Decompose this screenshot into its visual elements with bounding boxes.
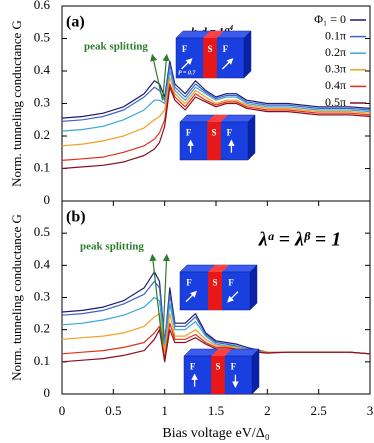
y-axis-label: Norm. tunneling conductance G xyxy=(9,214,24,381)
y-tick-label: 0.4 xyxy=(34,62,51,77)
layer-label: S xyxy=(207,44,212,54)
layer-label: F xyxy=(228,277,234,287)
annotation-arrow xyxy=(162,53,170,101)
x-tick-label: 0.5 xyxy=(105,403,121,418)
annotation-arrow xyxy=(150,53,164,101)
y-tick-label: 0.5 xyxy=(34,224,50,239)
y-tick-label: 0.3 xyxy=(34,288,50,303)
layer-label: F xyxy=(227,127,233,137)
legend-label: 0.5π xyxy=(325,95,346,109)
x-tick-label: 3 xyxy=(367,403,374,418)
legend-label: 0.2π xyxy=(325,45,346,59)
y-tick-label: 0 xyxy=(44,385,51,400)
block-side xyxy=(249,264,258,311)
y-tick-label: 0.1 xyxy=(34,159,50,174)
y-tick-label: 0.2 xyxy=(34,321,50,336)
y-tick-label: 0.2 xyxy=(34,127,50,142)
superconductor xyxy=(208,271,222,310)
superconductor xyxy=(211,355,225,394)
series-line xyxy=(61,60,371,119)
superconductor xyxy=(207,121,221,160)
y-tick-label: 0.4 xyxy=(34,256,51,271)
x-axis-label: Bias voltage eV/Δ₀ xyxy=(162,426,269,441)
block-side xyxy=(247,114,256,161)
series-line xyxy=(61,76,371,147)
series-line xyxy=(61,83,371,161)
polarization-label: P = 0.7 xyxy=(178,70,196,76)
layer-label: S xyxy=(212,277,217,287)
block-side xyxy=(243,30,252,79)
superconductor-top xyxy=(203,31,224,38)
superconductor xyxy=(203,37,217,78)
x-tick-label: 0 xyxy=(59,403,66,418)
layer-label: F xyxy=(190,361,196,371)
y-tick-label: 0 xyxy=(44,192,51,207)
layer-label: F xyxy=(231,361,237,371)
legend-label: 0.3π xyxy=(325,62,346,76)
layer-label: S xyxy=(211,127,216,137)
superconductor-top xyxy=(211,349,232,356)
magnetization-arrow xyxy=(227,291,239,303)
magnetization-arrow xyxy=(185,290,197,303)
superconductor-top xyxy=(208,265,229,272)
series-line xyxy=(61,86,371,170)
layer-label: F xyxy=(182,44,188,54)
x-tick-label: 1.5 xyxy=(208,403,224,418)
magnetization-arrow xyxy=(181,58,193,70)
parameter-label-part: 4 xyxy=(228,24,233,32)
layer-label: F xyxy=(186,277,192,287)
layer-label: S xyxy=(215,361,220,371)
y-axis-label: Norm. tunneling conductance G xyxy=(9,20,24,187)
junction-schematic: F S F P = 0.7 xyxy=(175,30,252,79)
legend-label: Φ₁ = 0 xyxy=(314,12,346,26)
magnetization-arrow xyxy=(221,58,234,70)
annotation-arrow xyxy=(162,253,171,346)
y-tick-label: 0.6 xyxy=(34,0,51,12)
panel-label: (b) xyxy=(66,209,86,226)
panel-label: (a) xyxy=(66,14,85,31)
y-tick-label: 0.3 xyxy=(34,94,50,109)
x-tick-label: 2.5 xyxy=(311,403,327,418)
series-line xyxy=(61,329,371,363)
legend-label: 0.4π xyxy=(325,78,346,92)
y-tick-label: 0.5 xyxy=(34,29,50,44)
x-tick-label: 2 xyxy=(264,403,271,418)
legend-label: 0.1π xyxy=(325,28,346,42)
layer-label: F xyxy=(186,127,192,137)
series-line xyxy=(61,70,371,132)
x-tick-label: 1 xyxy=(161,403,168,418)
block-side xyxy=(251,348,260,395)
y-tick-label: 0.1 xyxy=(34,353,50,368)
parameter-label: λᵅ = λᵝ = 1 xyxy=(258,229,341,251)
layer-label: F xyxy=(223,44,229,54)
superconductor-top xyxy=(207,115,228,122)
annotation: peak splitting xyxy=(84,41,148,53)
annotation: peak splitting xyxy=(80,241,144,253)
annotation-arrow xyxy=(149,253,164,346)
series-line xyxy=(61,63,371,122)
